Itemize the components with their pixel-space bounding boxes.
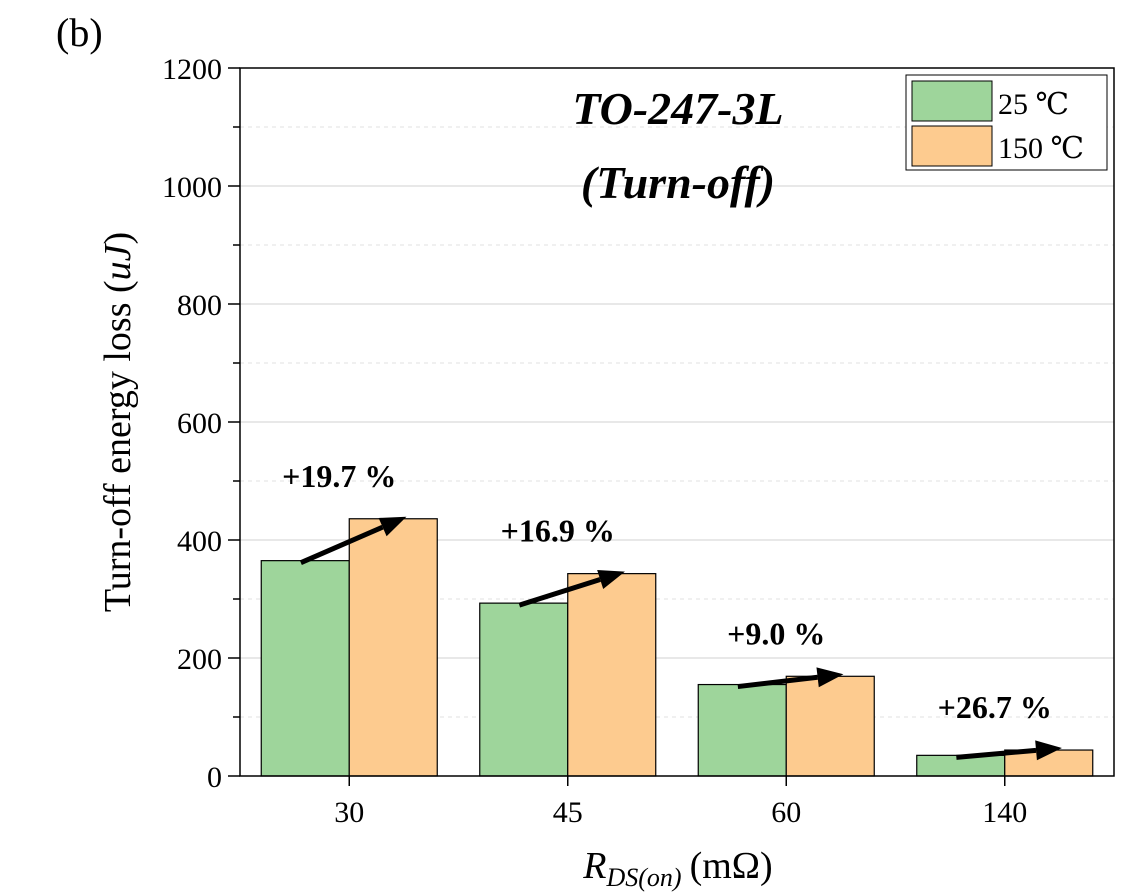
- increase-arrow-head: [816, 667, 844, 688]
- increase-annotation: +9.0 %: [727, 615, 825, 651]
- bar-150c-60: [785, 675, 875, 777]
- y-tick-label: 400: [177, 525, 222, 558]
- increase-annotation: +19.7 %: [282, 458, 396, 494]
- x-tick-label: 60: [771, 796, 801, 829]
- y-tick-label: 200: [177, 643, 222, 676]
- y-tick-label: 800: [177, 289, 222, 322]
- legend-swatch-25c: [911, 80, 993, 122]
- increase-annotation: +26.7 %: [938, 689, 1052, 725]
- x-axis-label: RDS(on) (mΩ): [582, 845, 772, 892]
- legend-label-150c: 150 ℃: [998, 132, 1084, 165]
- y-axis-label: Turn-off energy loss (uJ): [97, 232, 139, 612]
- bar-150c-45: [567, 573, 657, 777]
- bar-25c-30: [260, 560, 350, 777]
- y-axis: 0 200 400 600 800 1000 1200: [162, 53, 240, 794]
- bars: [260, 518, 1094, 777]
- increase-annotation: +16.9 %: [501, 513, 615, 549]
- legend-label-25c: 25 ℃: [998, 88, 1069, 121]
- increase-arrow-head: [1035, 740, 1062, 761]
- increase-arrow-shaft: [737, 674, 818, 690]
- bar-150c-30: [348, 518, 438, 777]
- x-tick-label: 140: [982, 796, 1027, 829]
- legend: 25 ℃ 150 ℃: [905, 74, 1108, 171]
- y-tick-label: 1000: [162, 171, 222, 204]
- legend-swatch-150c: [911, 125, 993, 167]
- arrows: +19.7 % +16.9 % +9.0 % +26.7 %: [282, 458, 1062, 761]
- increase-arrow-head: [378, 516, 407, 537]
- y-tick-label: 1200: [162, 53, 222, 86]
- x-tick-label: 30: [334, 796, 364, 829]
- increase-arrow-shaft: [518, 577, 601, 608]
- increase-arrow-shaft: [956, 747, 1037, 760]
- y-tick-label: 600: [177, 407, 222, 440]
- x-tick-label: 45: [553, 796, 583, 829]
- increase-arrow-head: [597, 569, 625, 590]
- panel-label: (b): [56, 10, 103, 55]
- x-axis: 30 45 60 140: [334, 776, 1027, 829]
- chart-title-line2: (Turn-off): [581, 157, 775, 208]
- bar-25c-60: [697, 683, 787, 777]
- increase-arrow-shaft: [299, 524, 384, 565]
- y-tick-label: 0: [207, 761, 222, 794]
- chart-title-line1: TO-247-3L: [572, 83, 783, 134]
- bar-25c-45: [479, 602, 569, 777]
